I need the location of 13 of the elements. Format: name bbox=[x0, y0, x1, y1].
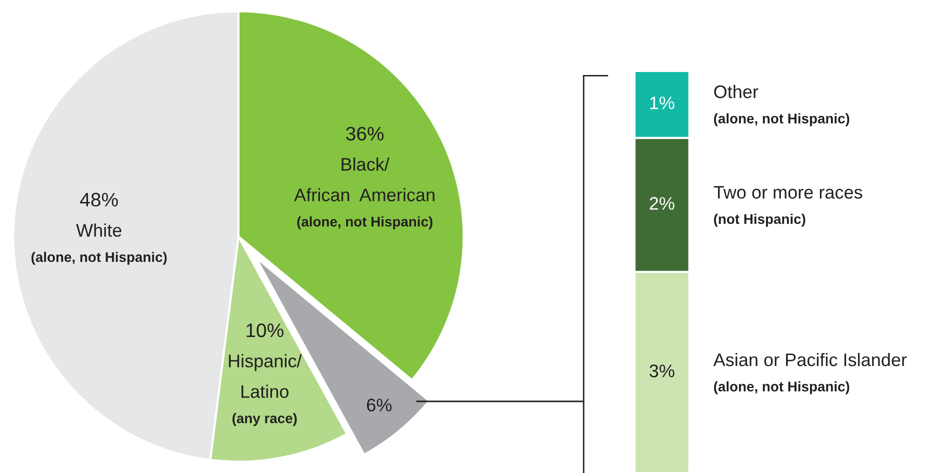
slice-label: Black/ African American (alone, not Hispanic) bbox=[294, 158, 434, 230]
data-label: 48% bbox=[80, 192, 118, 207]
series-label: Two or more races (not Hispanic) bbox=[714, 186, 862, 227]
slice-label: Hispanic/ Latino (any race) bbox=[228, 354, 302, 426]
data-label: 3% bbox=[650, 364, 674, 378]
data-label: 1% bbox=[650, 96, 674, 110]
data-label: 6% bbox=[367, 398, 392, 412]
series-label: Asian or Pacific Islander (alone, not Hispanic) bbox=[713, 352, 907, 394]
data-label: 10% bbox=[246, 323, 284, 338]
slice-label: White (alone, not Hispanic) bbox=[31, 223, 167, 265]
data-label: 36% bbox=[346, 126, 384, 141]
data-label: 2% bbox=[650, 197, 674, 210]
series-label: Other (alone, not Hispanic) bbox=[714, 84, 850, 126]
